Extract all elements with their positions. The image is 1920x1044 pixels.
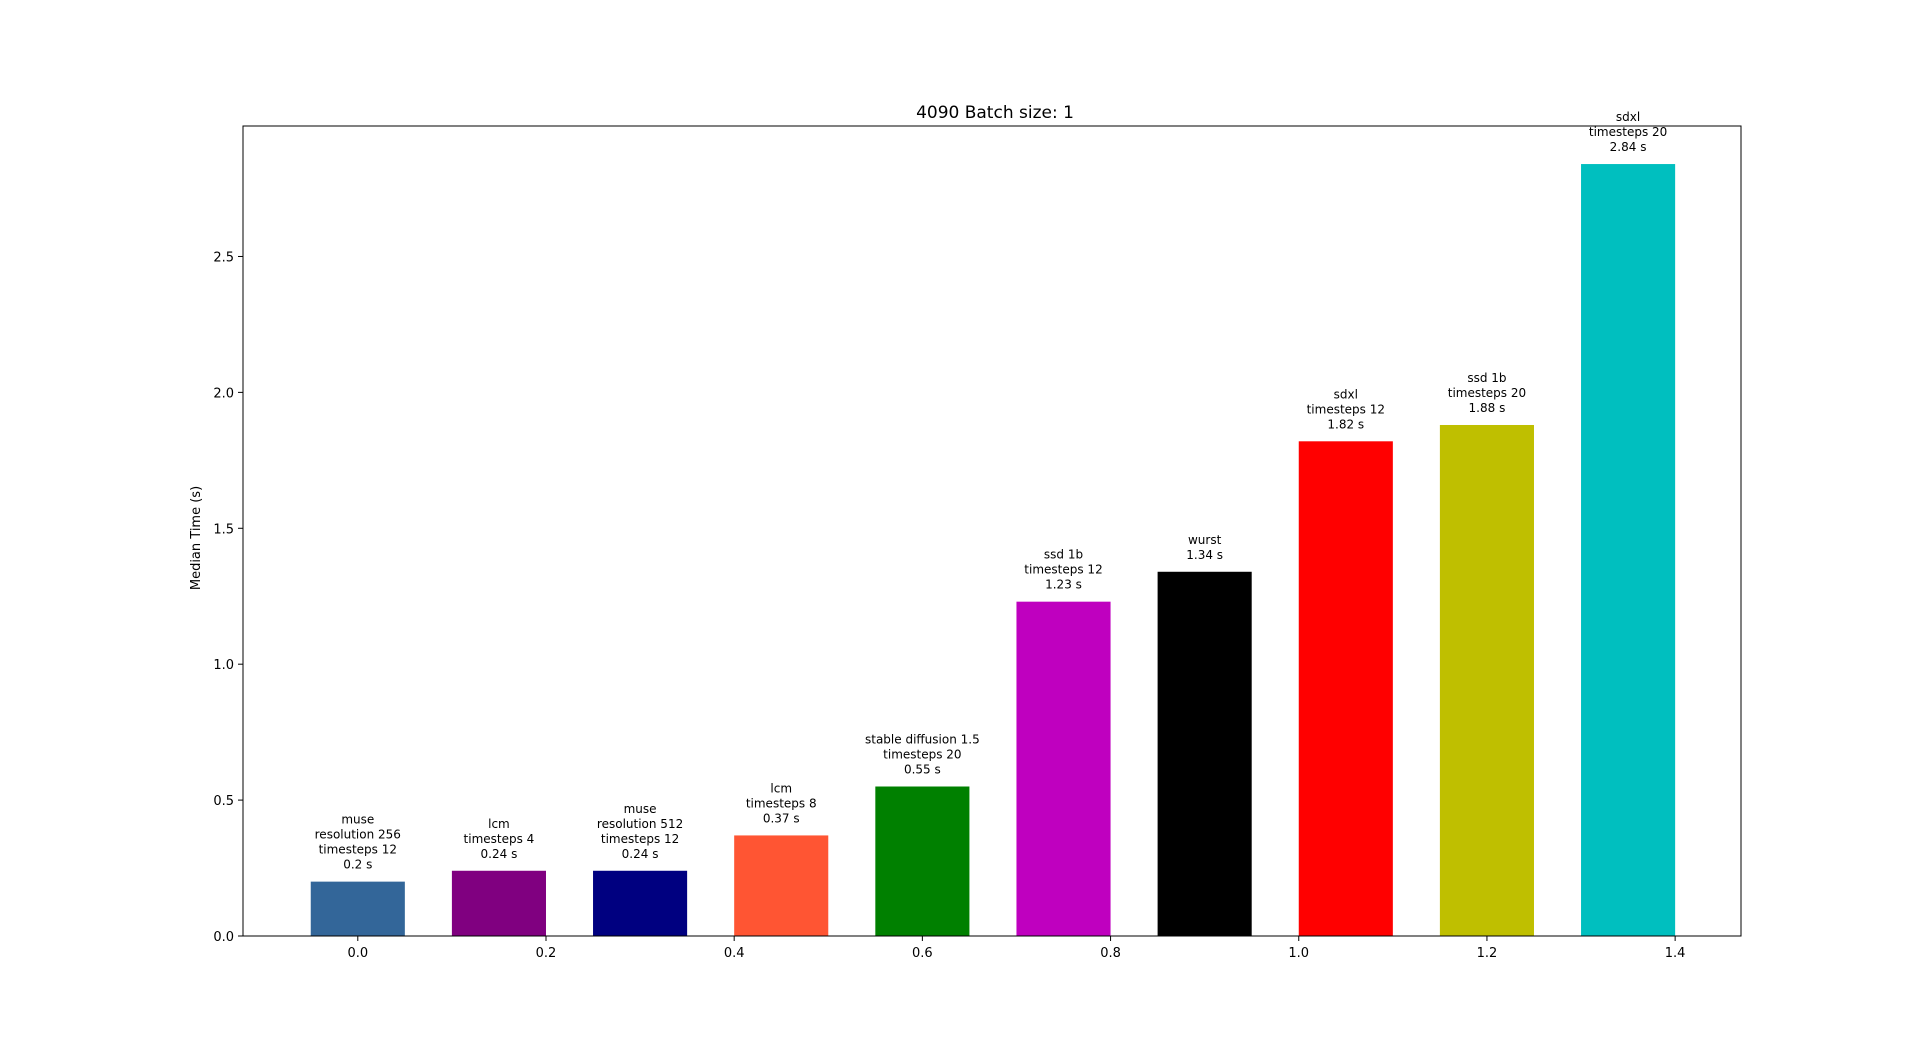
bar-label-line: 0.2 s: [343, 858, 372, 872]
bar-label-line: timesteps 8: [746, 796, 817, 810]
bar-label-2: muse resolution 512 timesteps 12 0.24 s: [597, 802, 683, 861]
bar-label-line: stable diffusion 1.5: [865, 733, 980, 747]
y-tick-label: 1.0: [213, 658, 234, 673]
y-axis-label: Median Time (s): [189, 486, 204, 590]
x-axis-ticks: 0.0 0.2 0.4 0.6 0.8 1.0 1.2 1.4: [347, 936, 1685, 961]
bar-label-line: ssd 1b: [1467, 371, 1506, 385]
y-tick-label: 1.5: [213, 522, 234, 537]
bar-label-line: timesteps 4: [464, 832, 535, 846]
bar-label-line: 0.24 s: [622, 847, 659, 861]
bar-label-line: ssd 1b: [1044, 548, 1083, 562]
bar-label-8: ssd 1b timesteps 20 1.88 s: [1448, 371, 1526, 415]
bar-label-line: 1.34 s: [1186, 548, 1223, 562]
x-tick-label: 1.0: [1288, 946, 1309, 961]
y-axis-ticks: 0.0 0.5 1.0 1.5 2.0 2.5: [213, 250, 243, 945]
x-tick-label: 0.8: [1100, 946, 1121, 961]
bar-label-line: 1.23 s: [1045, 578, 1082, 592]
x-tick-label: 0.0: [347, 946, 368, 961]
bar-label-line: muse: [624, 802, 657, 816]
bar-label-5: ssd 1b timesteps 12 1.23 s: [1024, 548, 1102, 592]
bar-label-line: resolution 256: [315, 828, 401, 842]
bar-2: [593, 870, 688, 936]
bars-group: [310, 164, 1676, 936]
bar-label-line: 1.88 s: [1469, 401, 1506, 415]
bar-4: [875, 786, 970, 936]
bar-8: [1439, 424, 1534, 936]
bar-3: [734, 835, 829, 936]
plot-frame: [242, 125, 1742, 937]
bar-label-line: lcm: [488, 817, 510, 831]
bar-label-4: stable diffusion 1.5 timesteps 20 0.55 s: [865, 733, 980, 777]
bar-label-3: lcm timesteps 8 0.37 s: [746, 781, 817, 825]
y-tick-label: 0.0: [213, 930, 234, 945]
bar-label-line: 0.24 s: [481, 847, 518, 861]
bar-7: [1298, 441, 1393, 936]
bar-label-line: muse: [341, 813, 374, 827]
bar-label-1: lcm timesteps 4 0.24 s: [464, 817, 535, 861]
bar-5: [1016, 601, 1111, 936]
bar-label-line: timesteps 12: [1024, 563, 1102, 577]
bar-label-line: timesteps 20: [1589, 125, 1667, 139]
bar-label-line: sdxl: [1616, 110, 1640, 124]
bar-9: [1581, 164, 1676, 936]
bar-label-line: lcm: [770, 781, 792, 795]
x-tick-label: 0.4: [724, 946, 745, 961]
bar-label-7: sdxl timesteps 12 1.82 s: [1307, 387, 1385, 431]
bar-0: [310, 881, 405, 936]
y-tick-label: 2.0: [213, 386, 234, 401]
bar-label-line: wurst: [1188, 533, 1222, 547]
bar-1: [451, 870, 546, 936]
y-tick-label: 2.5: [213, 250, 234, 265]
bar-label-6: wurst 1.34 s: [1186, 533, 1223, 562]
bar-label-line: 1.82 s: [1327, 417, 1364, 431]
x-tick-label: 0.2: [536, 946, 557, 961]
bar-label-line: timesteps 20: [1448, 386, 1526, 400]
y-tick-label: 0.5: [213, 794, 234, 809]
bar-label-line: 2.84 s: [1610, 140, 1647, 154]
bar-label-line: 0.37 s: [763, 811, 800, 825]
chart-title: 4090 Batch size: 1: [916, 103, 1074, 123]
x-tick-label: 1.4: [1665, 946, 1686, 961]
bar-label-line: sdxl: [1334, 387, 1358, 401]
x-tick-label: 0.6: [912, 946, 933, 961]
bar-label-line: timesteps 12: [601, 832, 679, 846]
bar-label-line: 0.55 s: [904, 763, 941, 777]
bar-label-line: timesteps 12: [1307, 402, 1385, 416]
bar-label-0: muse resolution 256 timesteps 12 0.2 s: [315, 813, 401, 872]
bar-label-line: timesteps 20: [883, 748, 961, 762]
x-tick-label: 1.2: [1477, 946, 1498, 961]
bar-label-9: sdxl timesteps 20 2.84 s: [1589, 110, 1667, 154]
bar-6: [1157, 571, 1252, 936]
bar-label-line: timesteps 12: [319, 843, 397, 857]
bar-label-line: resolution 512: [597, 817, 683, 831]
